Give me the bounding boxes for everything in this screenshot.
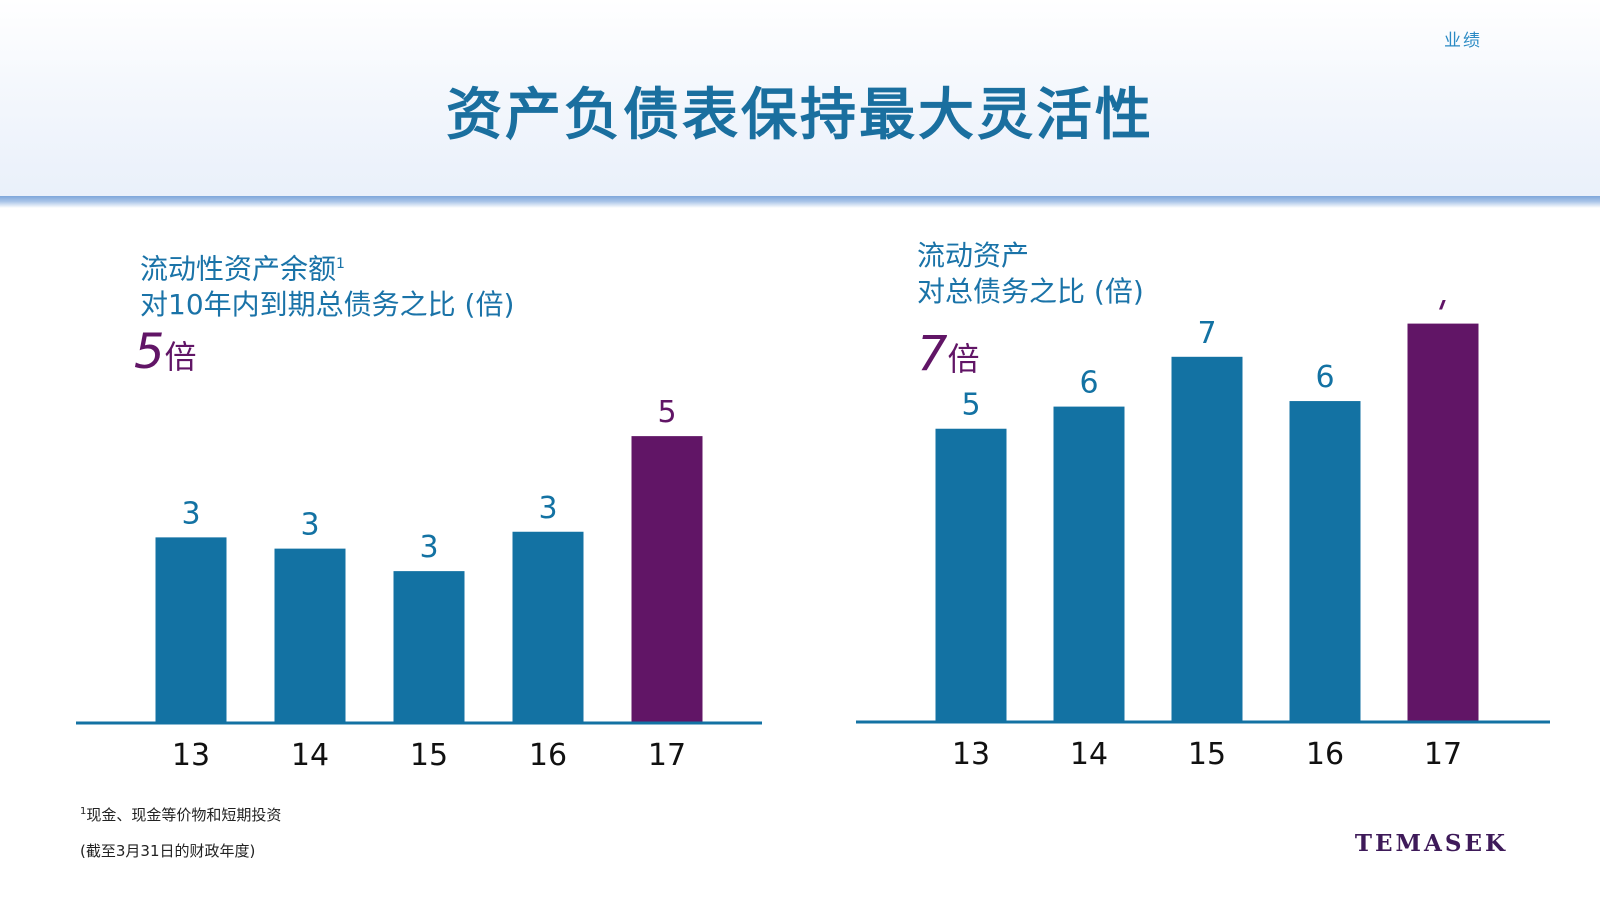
left-chart-title: 流动性资产余额1 对10年内到期总债务之比 (倍) <box>140 246 514 323</box>
left-chart-title-line2: 对10年内到期总债务之比 (倍) <box>140 288 515 322</box>
left-x-tick-13: 13 <box>172 738 210 773</box>
right-value-label-15: 7 <box>1197 316 1216 351</box>
right-x-tick-15: 15 <box>1188 737 1226 772</box>
right-highlight-unit: 倍 <box>947 340 980 378</box>
temasek-logo: TEMASEK <box>1354 830 1508 857</box>
left-bar-15 <box>393 571 465 723</box>
left-x-tick-15: 15 <box>410 738 448 773</box>
section-tag: 业绩 <box>1444 31 1482 51</box>
right-highlight-number: 7 <box>917 326 948 382</box>
right-bar-13 <box>935 428 1007 722</box>
header-divider <box>0 196 1600 208</box>
left-bar-17 <box>631 436 703 723</box>
footnote-mark: 1 <box>80 806 87 817</box>
left-x-tick-16: 16 <box>529 738 567 773</box>
left-bar-13 <box>155 537 227 723</box>
footnote-text: 现金、现金等价物和短期投资 <box>86 806 282 824</box>
left-value-label-17: 5 <box>657 400 676 430</box>
left-x-tick-17: 17 <box>648 738 686 773</box>
left-value-label-14: 3 <box>300 508 319 543</box>
left-highlight-unit: 倍 <box>164 338 197 376</box>
fiscal-year-note: (截至3月31日的财政年度) <box>80 842 256 860</box>
right-chart-title-line2: 对总债务之比 (倍) <box>917 275 1144 308</box>
right-highlight-value: 7倍 <box>917 326 980 382</box>
right-x-tick-17: 17 <box>1424 737 1462 772</box>
left-chart-title-line1: 流动性资产余额 <box>140 252 337 286</box>
right-bar-14 <box>1053 406 1125 722</box>
right-bar-15 <box>1171 356 1243 722</box>
right-bar-16 <box>1289 401 1361 722</box>
left-highlight-value: 5倍 <box>134 324 197 380</box>
left-x-tick-14: 14 <box>291 738 329 773</box>
right-value-label-14: 6 <box>1079 366 1098 401</box>
right-bar-chart: 5 13 6 14 7 15 6 16 7 17 <box>856 300 1550 772</box>
left-highlight-number: 5 <box>134 324 165 380</box>
right-value-label-17: 7 <box>1433 300 1452 318</box>
right-chart-title: 流动资产 对总债务之比 (倍) <box>917 238 1144 310</box>
left-bar-14 <box>274 548 346 723</box>
footnote: 1现金、现金等价物和短期投资 <box>80 804 281 825</box>
left-value-label-16: 3 <box>538 491 557 526</box>
right-chart-title-line1: 流动资产 <box>917 239 1030 272</box>
left-value-label-15: 3 <box>419 530 438 565</box>
left-bar-chart: 3 13 3 14 3 15 3 16 5 17 <box>76 400 762 773</box>
right-value-label-13: 5 <box>961 388 980 423</box>
left-bar-16 <box>512 531 584 723</box>
right-bar-17 <box>1407 323 1479 722</box>
header-band <box>0 0 1600 200</box>
page-title: 资产负债表保持最大灵活性 <box>446 83 1154 148</box>
right-x-tick-16: 16 <box>1306 737 1344 772</box>
right-x-tick-13: 13 <box>952 737 990 772</box>
right-value-label-16: 6 <box>1315 360 1334 395</box>
right-x-tick-14: 14 <box>1070 737 1108 772</box>
left-value-label-13: 3 <box>181 496 200 531</box>
left-chart-title-footnote-mark: 1 <box>336 256 345 272</box>
